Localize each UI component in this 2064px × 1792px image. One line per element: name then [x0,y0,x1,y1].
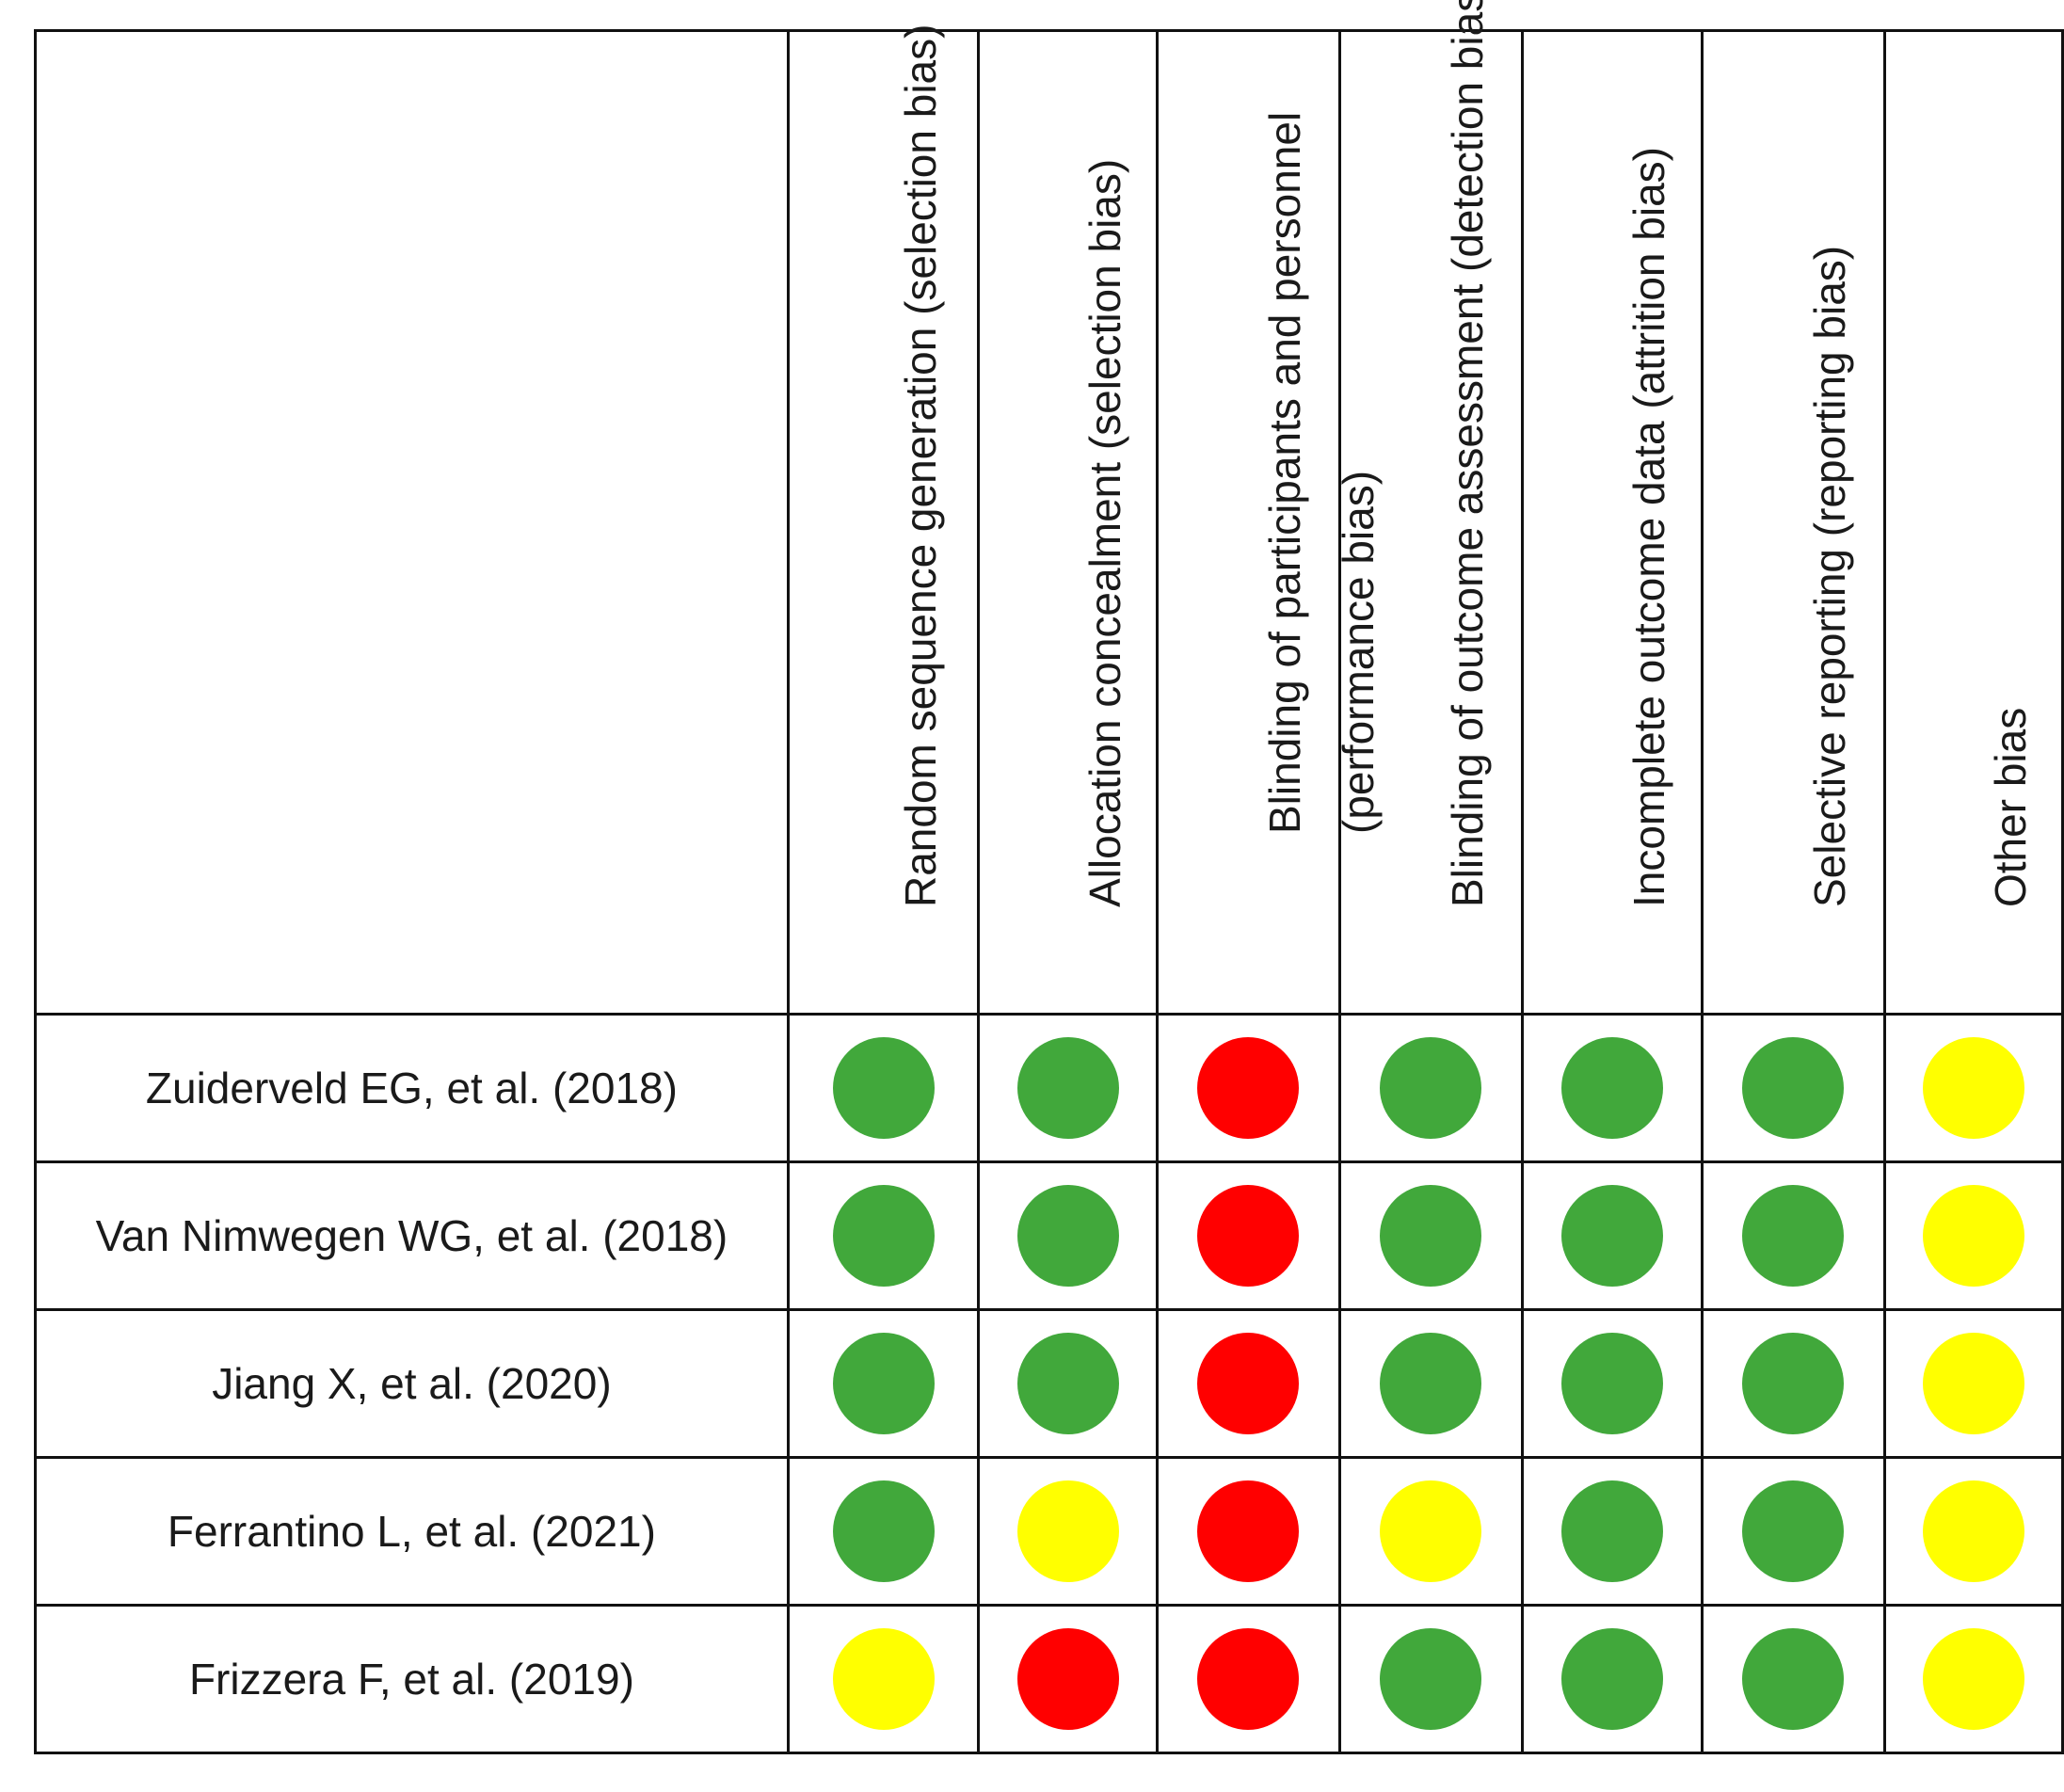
low-risk-dot [1016,1037,1119,1139]
judgement-cell [786,1013,981,1163]
domain-label: Incomplete outcome data (attrition bias) [1624,147,1673,907]
domain-header: Other bias [1882,29,2064,1016]
judgement-cell [1882,1456,2064,1607]
low-risk-dot [1742,1480,1845,1582]
high-risk-dot [1197,1333,1300,1434]
study-row: Frizzera F, et al. (2019) [34,1604,2064,1754]
judgement-cell [786,1308,981,1459]
low-risk-dot [1742,1333,1845,1434]
low-risk-dot [1742,1628,1845,1730]
domain-label: Allocation concealment (selection bias) [1080,158,1129,907]
high-risk-dot [1197,1037,1300,1139]
judgement-cell [1155,1456,1341,1607]
low-risk-dot [832,1037,935,1139]
judgement-cell [1700,1013,1886,1163]
domain-header: Blinding of outcome assessment (detectio… [1337,0,1524,1016]
unclear-risk-dot [1922,1333,2024,1434]
study-name: Ferrantino L, et al. (2021) [34,1456,790,1607]
unclear-risk-dot [1922,1480,2024,1582]
judgement-cell [1155,1160,1341,1311]
judgement-cell [1155,1604,1341,1754]
judgement-cell [1337,1604,1524,1754]
judgement-cell [1155,1308,1341,1459]
unclear-risk-dot [1922,1185,2024,1287]
low-risk-dot [832,1333,935,1434]
judgement-cell [1882,1308,2064,1459]
domain-header: Selective reporting (reporting bias) [1700,29,1886,1016]
judgement-cell [1882,1160,2064,1311]
high-risk-dot [1016,1628,1119,1730]
low-risk-dot [1742,1037,1845,1139]
judgement-cell [1700,1160,1886,1311]
domain-label: Selective reporting (reporting bias) [1805,245,1855,907]
low-risk-dot [1560,1333,1663,1434]
corner-cell [34,29,790,1016]
judgement-cell [1155,1013,1341,1163]
judgement-cell [1337,1013,1524,1163]
judgement-cell [1520,1013,1704,1163]
judgement-cell [977,1308,1159,1459]
study-name: Jiang X, et al. (2020) [34,1308,790,1459]
low-risk-dot [1560,1185,1663,1287]
judgement-cell [1337,1160,1524,1311]
judgement-cell [1520,1160,1704,1311]
judgement-cell [977,1160,1159,1311]
judgement-cell [1700,1308,1886,1459]
domain-label: Other bias [1985,707,2035,907]
low-risk-dot [832,1185,935,1287]
high-risk-dot [1197,1628,1300,1730]
judgement-cell [1337,1456,1524,1607]
low-risk-dot [1016,1333,1119,1434]
judgement-cell [786,1604,981,1754]
study-row: Ferrantino L, et al. (2021) [34,1456,2064,1607]
judgement-cell [977,1456,1159,1607]
high-risk-dot [1197,1185,1300,1287]
low-risk-dot [1380,1628,1482,1730]
judgement-cell [1700,1604,1886,1754]
domain-header: Incomplete outcome data (attrition bias) [1520,29,1704,1016]
low-risk-dot [1016,1185,1119,1287]
judgement-cell [1520,1604,1704,1754]
unclear-risk-dot [832,1628,935,1730]
high-risk-dot [1197,1480,1300,1582]
judgement-cell [786,1456,981,1607]
domain-header: Blinding of participants and personnel (… [1155,29,1383,1016]
judgement-cell [977,1013,1159,1163]
judgement-cell [977,1604,1159,1754]
low-risk-dot [1380,1037,1482,1139]
low-risk-dot [1560,1480,1663,1582]
judgement-cell [1520,1456,1704,1607]
domain-header: Allocation concealment (selection bias) [977,29,1159,1016]
domain-header: Random sequence generation (selection bi… [786,24,981,1016]
low-risk-dot [1380,1185,1482,1287]
study-name: Zuiderveld EG, et al. (2018) [34,1013,790,1163]
study-row: Van Nimwegen WG, et al. (2018) [34,1160,2064,1311]
study-row: Jiang X, et al. (2020) [34,1308,2064,1459]
judgement-cell [1700,1456,1886,1607]
domain-label: Blinding of outcome assessment (detectio… [1443,0,1493,907]
unclear-risk-dot [1380,1480,1482,1582]
risk-of-bias-table: Random sequence generation (selection bi… [34,0,2064,1754]
low-risk-dot [1742,1185,1845,1287]
low-risk-dot [1380,1333,1482,1434]
judgement-cell [1882,1013,2064,1163]
study-name: Van Nimwegen WG, et al. (2018) [34,1160,790,1311]
domain-label: Random sequence generation (selection bi… [895,24,945,907]
low-risk-dot [1560,1628,1663,1730]
low-risk-dot [1560,1037,1663,1139]
unclear-risk-dot [1922,1037,2024,1139]
low-risk-dot [832,1480,935,1582]
judgement-cell [1520,1308,1704,1459]
unclear-risk-dot [1922,1628,2024,1730]
header-row: Random sequence generation (selection bi… [34,0,2064,1016]
study-name: Frizzera F, et al. (2019) [34,1604,790,1754]
judgement-cell [786,1160,981,1311]
study-row: Zuiderveld EG, et al. (2018) [34,1013,2064,1163]
judgement-cell [1882,1604,2064,1754]
judgement-cell [1337,1308,1524,1459]
unclear-risk-dot [1016,1480,1119,1582]
